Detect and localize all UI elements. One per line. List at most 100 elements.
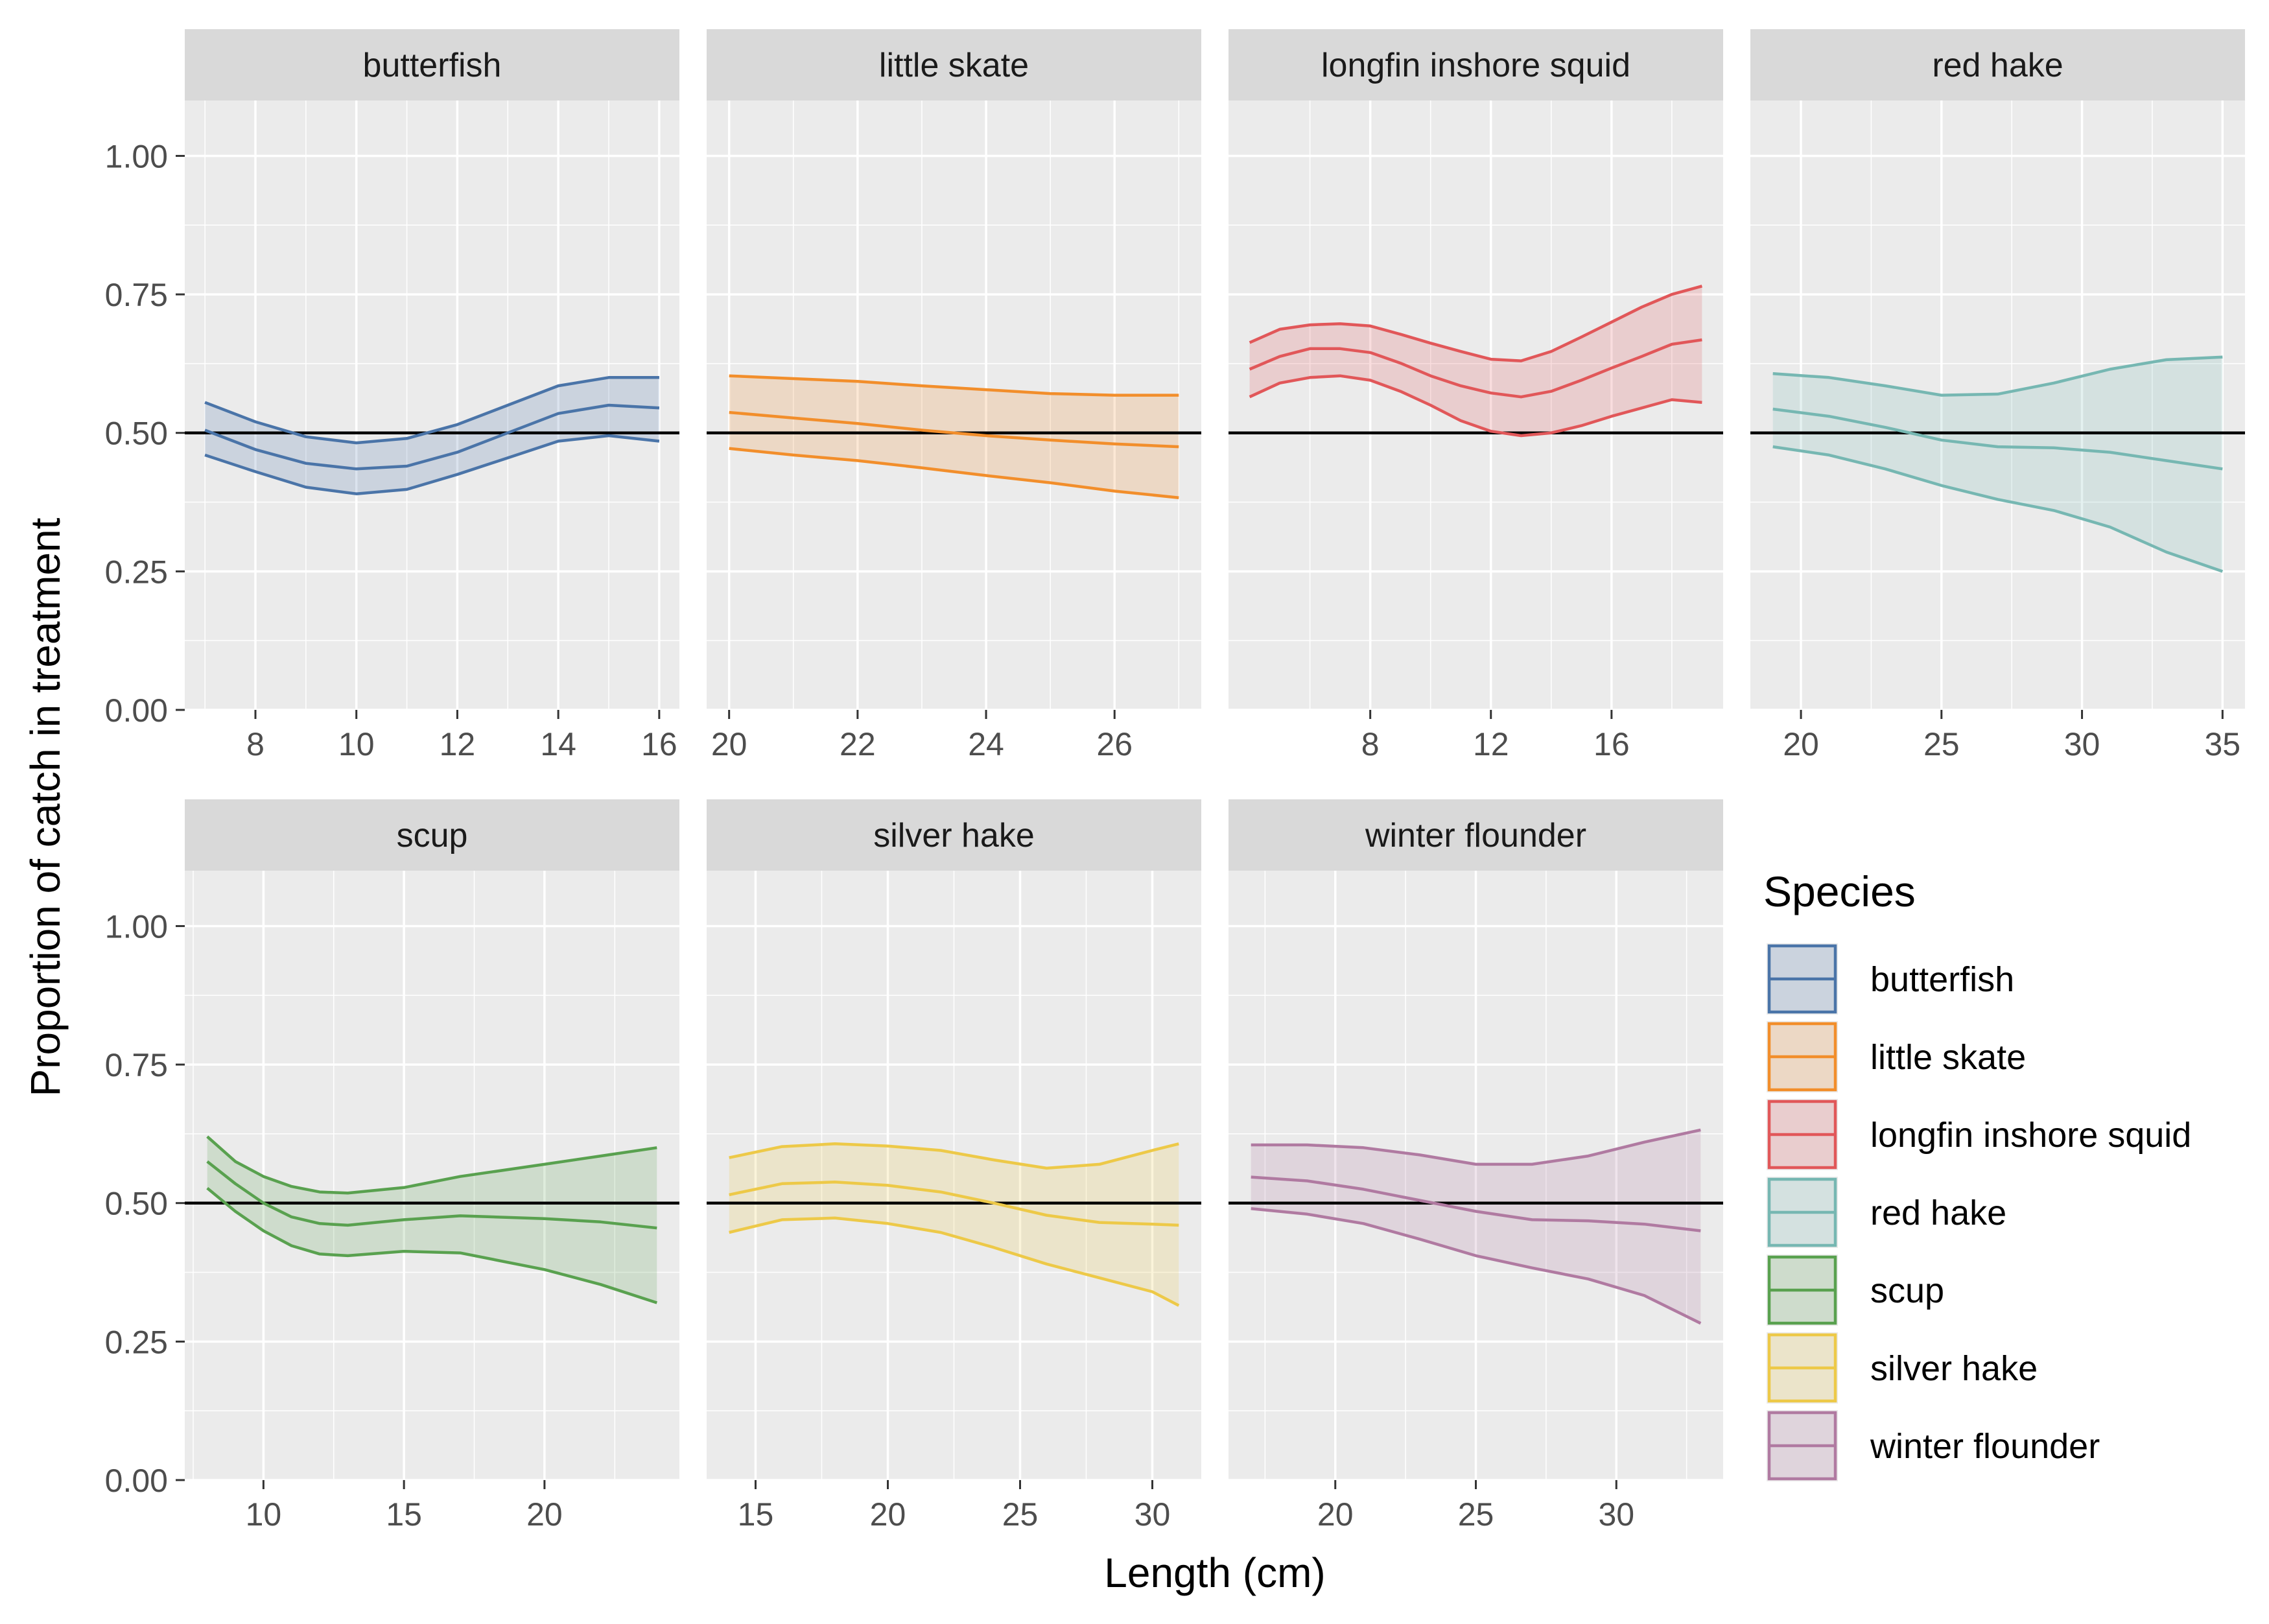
fit-line-silver-hake: [729, 1181, 1179, 1227]
x-tick-label: 15: [738, 1496, 774, 1533]
x-tick-label: 30: [1134, 1496, 1171, 1533]
panel-silver-hake: silver hake 15 20 25 30: [707, 799, 1201, 1533]
x-tick-label: 10: [246, 1496, 282, 1533]
upper-line-butterfish: [204, 376, 659, 445]
strip-label-scup: scup: [397, 817, 468, 854]
x-tick-label: 25: [1002, 1496, 1039, 1533]
strip-label-longfin-inshore-squid: longfin inshore squid: [1321, 47, 1630, 84]
x-tick-label: 20: [711, 726, 747, 762]
y-tick-label: 0.25: [105, 1324, 168, 1360]
strip-winter-flounder: [1229, 799, 1723, 871]
y-tick-label: 0.75: [105, 277, 168, 313]
y-tick-label: 0.00: [105, 692, 168, 729]
legend-label-butterfish: butterfish: [1870, 960, 2014, 999]
y-axis-title: Proportion of catch in treatment: [22, 517, 69, 1096]
lower-line-little-skate: [729, 447, 1179, 499]
ribbon-little-skate: [729, 375, 1179, 498]
strip-longfin-inshore-squid: [1229, 29, 1723, 100]
lower-line-butterfish: [204, 434, 660, 495]
strip-butterfish: [185, 29, 679, 100]
lower-line-scup: [206, 1186, 657, 1304]
strip-scup: [185, 799, 679, 871]
x-tick-label: 26: [1096, 726, 1133, 762]
upper-line-longfin-inshore-squid: [1249, 285, 1702, 362]
legend-label-little-skate: little skate: [1870, 1038, 2026, 1077]
panel-background-longfin-inshore-squid: [1229, 100, 1723, 710]
x-tick-label: 25: [1923, 726, 1960, 762]
x-tick-label: 20: [870, 1496, 906, 1533]
panel-scup: scup 10 15 20 0.00 0.25 0.50 0.75 1.00: [105, 799, 679, 1533]
x-tick-label: 8: [246, 726, 265, 762]
x-tick-label: 12: [1473, 726, 1509, 762]
fit-line-longfin-inshore-squid: [1249, 338, 1702, 399]
y-tick-label: 1.00: [105, 138, 168, 174]
y-tick-label: 1.00: [105, 908, 168, 945]
panel-red-hake: red hake 20 25 30 35: [1750, 29, 2245, 762]
panel-longfin-inshore-squid: longfin inshore squid 8 12 16: [1229, 29, 1723, 762]
fit-line-red-hake: [1772, 407, 2223, 471]
x-tick-label: 35: [2205, 726, 2241, 762]
panel-background-little-skate: [707, 100, 1201, 710]
legend-label-red-hake: red hake: [1870, 1194, 2006, 1232]
legend-label-silver-hake: silver hake: [1870, 1349, 2038, 1388]
strip-silver-hake: [707, 799, 1201, 871]
fit-line-winter-flounder: [1251, 1175, 1701, 1232]
strip-label-silver-hake: silver hake: [873, 817, 1035, 854]
upper-line-scup: [206, 1135, 657, 1195]
upper-line-little-skate: [729, 374, 1179, 397]
panel-background-scup: [185, 871, 679, 1480]
x-tick-label: 30: [2064, 726, 2100, 762]
x-tick-label: 25: [1458, 1496, 1494, 1533]
panel-little-skate: little skate 20 22 24 26: [707, 29, 1201, 762]
ribbon-red-hake: [1772, 357, 2223, 572]
lower-line-silver-hake: [729, 1216, 1180, 1307]
strip-label-butterfish: butterfish: [363, 47, 502, 84]
x-tick-label: 12: [440, 726, 476, 762]
strip-label-winter-flounder: winter flounder: [1365, 817, 1586, 854]
y-tick-label: 0.50: [105, 416, 168, 452]
x-tick-label: 16: [1593, 726, 1630, 762]
x-tick-label: 30: [1598, 1496, 1634, 1533]
lower-line-longfin-inshore-squid: [1249, 374, 1702, 438]
upper-line-silver-hake: [729, 1142, 1179, 1170]
legend-label-scup: scup: [1870, 1271, 1944, 1310]
y-tick-label: 0.75: [105, 1047, 168, 1083]
x-tick-label: 20: [1317, 1496, 1354, 1533]
lower-line-winter-flounder: [1251, 1207, 1702, 1325]
legend: Species butterfish little skate longfin ins…: [1763, 867, 2191, 1481]
ribbon-winter-flounder: [1251, 1129, 1701, 1324]
x-tick-label: 14: [540, 726, 576, 762]
fit-line-little-skate: [729, 410, 1179, 449]
x-tick-label: 22: [840, 726, 876, 762]
ribbon-silver-hake: [729, 1144, 1179, 1306]
ribbon-scup: [207, 1136, 657, 1303]
fit-line-scup: [206, 1160, 657, 1230]
x-tick-label: 24: [968, 726, 1004, 762]
y-tick-label: 0.25: [105, 554, 168, 590]
strip-little-skate: [707, 29, 1201, 100]
legend-label-winter-flounder: winter flounder: [1870, 1427, 2100, 1466]
upper-line-red-hake: [1772, 355, 2223, 397]
fit-line-butterfish: [204, 403, 660, 471]
panel-butterfish: butterfish 8 10 12 14 16 0.00 0.25 0.50 0.75 1.00: [105, 29, 679, 762]
y-tick-label: 0.50: [105, 1186, 168, 1222]
strip-label-little-skate: little skate: [879, 47, 1029, 84]
lower-line-red-hake: [1772, 445, 2224, 573]
legend-label-longfin-inshore-squid: longfin inshore squid: [1870, 1116, 2191, 1155]
panel-background-butterfish: [185, 100, 679, 710]
x-tick-label: 10: [338, 726, 375, 762]
x-tick-label: 16: [641, 726, 677, 762]
x-axis-title: Length (cm): [1104, 1549, 1325, 1596]
panel-winter-flounder: winter flounder 20 25 30: [1229, 799, 1723, 1533]
strip-label-red-hake: red hake: [1932, 47, 2063, 84]
upper-line-winter-flounder: [1251, 1128, 1701, 1166]
x-tick-label: 15: [386, 1496, 422, 1533]
y-tick-label: 0.00: [105, 1463, 168, 1499]
panel-background-red-hake: [1750, 100, 2245, 710]
ribbon-longfin-inshore-squid: [1249, 286, 1702, 436]
x-tick-label: 20: [526, 1496, 563, 1533]
x-tick-label: 20: [1783, 726, 1819, 762]
legend-title: Species: [1763, 867, 1916, 915]
